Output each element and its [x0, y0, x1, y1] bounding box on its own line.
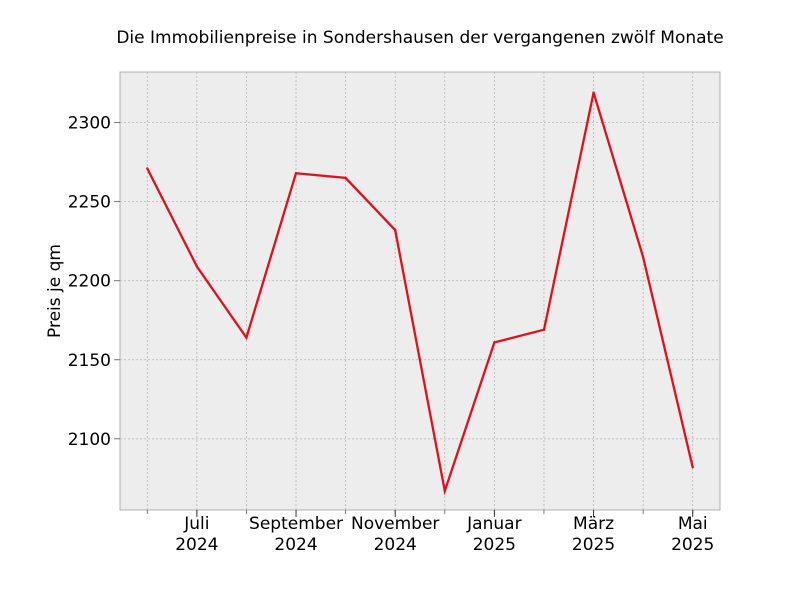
series-line: [146, 92, 694, 496]
y-tick-label: 2250: [68, 193, 111, 213]
data-point: [394, 228, 397, 232]
y-tick-label: 2200: [68, 272, 111, 292]
data-point: [443, 489, 446, 493]
x-tick-label-year: 2024: [274, 535, 317, 555]
data-point: [245, 336, 248, 339]
data-point: [493, 341, 496, 344]
x-tick-label-year: 2025: [572, 535, 615, 555]
x-tick-label-month: September: [249, 514, 343, 534]
x-tick-label-year: 2025: [671, 535, 714, 555]
chart-title: Die Immobilienpreise in Sondershausen de…: [116, 28, 723, 48]
x-tick-label-month: November: [351, 514, 439, 534]
data-point: [691, 466, 694, 469]
y-tick-label: 2300: [68, 114, 111, 134]
y-axis-label: Preis je qm: [45, 244, 65, 338]
x-tick-label-month: Januar: [466, 514, 521, 534]
data-point: [146, 167, 149, 170]
x-tick-label-month: Juli: [183, 514, 209, 534]
x-tick-label-month: März: [573, 514, 614, 534]
axis-ticks: 21002150220022502300Juli2024September202…: [68, 114, 715, 555]
x-tick-label-year: 2025: [473, 535, 516, 555]
series-group: [146, 91, 694, 496]
plot-area: [119, 71, 721, 511]
data-point: [195, 265, 199, 268]
grid-lines: [120, 72, 720, 510]
data-point: [542, 328, 546, 331]
data-point: [641, 255, 645, 259]
x-tick-label-month: Mai: [678, 514, 708, 534]
data-point: [592, 91, 595, 94]
data-point: [294, 171, 298, 175]
x-tick-label-year: 2024: [175, 535, 218, 555]
data-point: [344, 176, 347, 180]
y-tick-label: 2100: [68, 430, 111, 450]
x-tick-label-year: 2024: [374, 535, 417, 555]
y-tick-label: 2150: [68, 351, 111, 371]
